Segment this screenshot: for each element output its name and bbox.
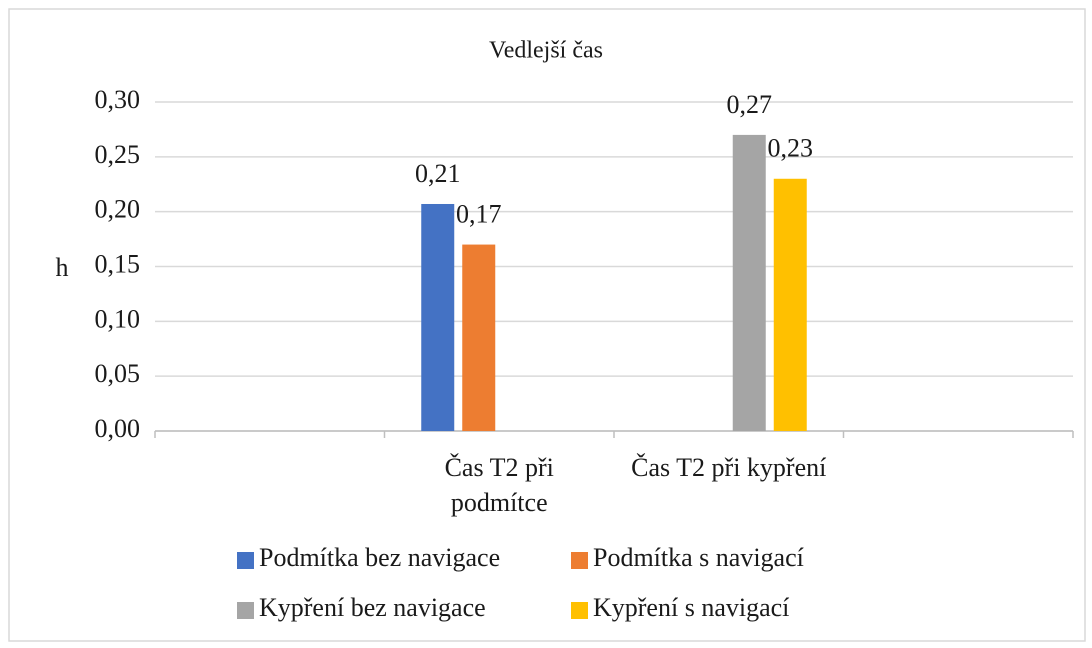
bar	[421, 203, 455, 431]
legend-swatch	[571, 602, 588, 619]
data-label: 0,27	[727, 90, 773, 119]
y-tick-label: 0,30	[95, 85, 141, 114]
y-tick-label: 0,20	[95, 195, 141, 224]
legend-label: Podmítka s navigací	[593, 543, 804, 572]
y-tick-label: 0,25	[95, 140, 141, 169]
data-label: 0,23	[768, 134, 814, 163]
chart-border	[8, 8, 1086, 642]
legend-label: Kypření s navigací	[593, 593, 789, 622]
legend-label: Kypření bez navigace	[259, 593, 486, 622]
bar	[462, 244, 496, 431]
legend-swatch	[571, 552, 588, 569]
y-tick-label: 0,10	[95, 304, 141, 333]
legend-swatch	[237, 552, 254, 569]
y-axis-label: h	[56, 253, 69, 282]
data-label: 0,17	[456, 200, 502, 229]
data-label: 0,21	[415, 159, 461, 188]
x-tick-label: Čas T2 při podmítce	[445, 453, 554, 517]
legend-swatch	[237, 602, 254, 619]
bar	[732, 134, 766, 431]
chart-title: Vedlejší čas	[489, 38, 603, 64]
y-tick-label: 0,05	[95, 359, 141, 388]
y-tick-label: 0,00	[95, 414, 141, 443]
legend-label: Podmítka bez navigace	[259, 543, 500, 572]
y-tick-label: 0,15	[95, 249, 141, 278]
x-tick-label: Čas T2 při kypření	[631, 453, 826, 482]
bar	[773, 178, 807, 431]
